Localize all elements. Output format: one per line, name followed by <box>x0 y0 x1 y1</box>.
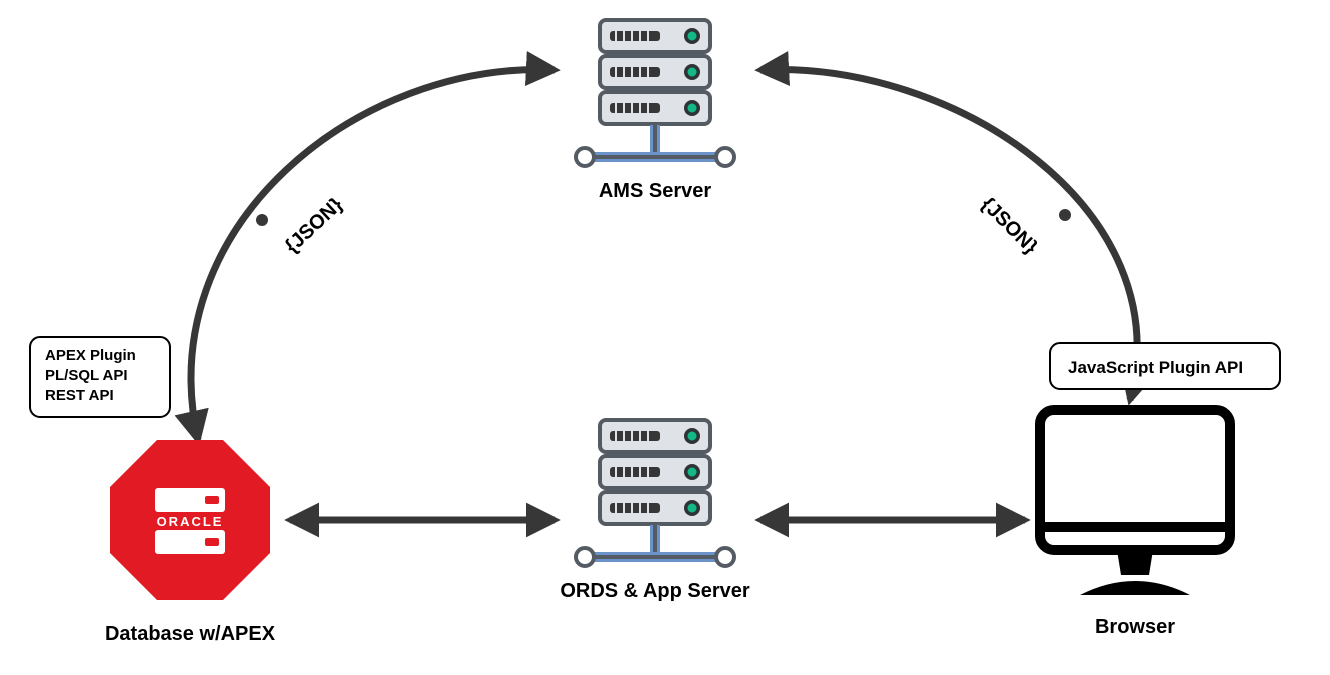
edge-db-ams <box>191 70 555 440</box>
edge-label-browser-ams: {JSON} <box>977 193 1042 258</box>
oracle-icon: ORACLE <box>110 440 270 600</box>
ams-server-node: AMS Server <box>576 20 734 202</box>
js-box-line1: JavaScript Plugin API <box>1068 358 1243 377</box>
ords-server-label: ORDS & App Server <box>560 580 750 602</box>
database-node: ORACLE Database w/APEX <box>105 440 276 645</box>
js-plugin-box: JavaScript Plugin API <box>1050 343 1280 389</box>
browser-node: Browser <box>1040 410 1230 638</box>
oracle-wordmark: ORACLE <box>157 514 224 529</box>
database-label: Database w/APEX <box>105 623 276 645</box>
ords-server-node: ORDS & App Server <box>560 420 750 602</box>
edge-label-db-ams: {JSON} <box>281 194 347 258</box>
apex-box-line1: APEX Plugin <box>45 347 136 364</box>
apex-box-line2: PL/SQL API <box>45 367 128 384</box>
apex-plugin-box: APEX Plugin PL/SQL API REST API <box>30 337 170 417</box>
architecture-diagram: {JSON} {JSON} APEX Plugin PL/SQL API RES… <box>0 0 1330 675</box>
server-rack-icon <box>576 20 734 166</box>
browser-label: Browser <box>1095 616 1175 638</box>
server-rack-icon <box>576 420 734 566</box>
edge-dot-left <box>256 214 268 226</box>
ams-server-label: AMS Server <box>599 180 711 202</box>
edge-dot-right <box>1059 209 1071 221</box>
monitor-icon <box>1040 410 1230 595</box>
apex-box-line3: REST API <box>45 387 114 404</box>
